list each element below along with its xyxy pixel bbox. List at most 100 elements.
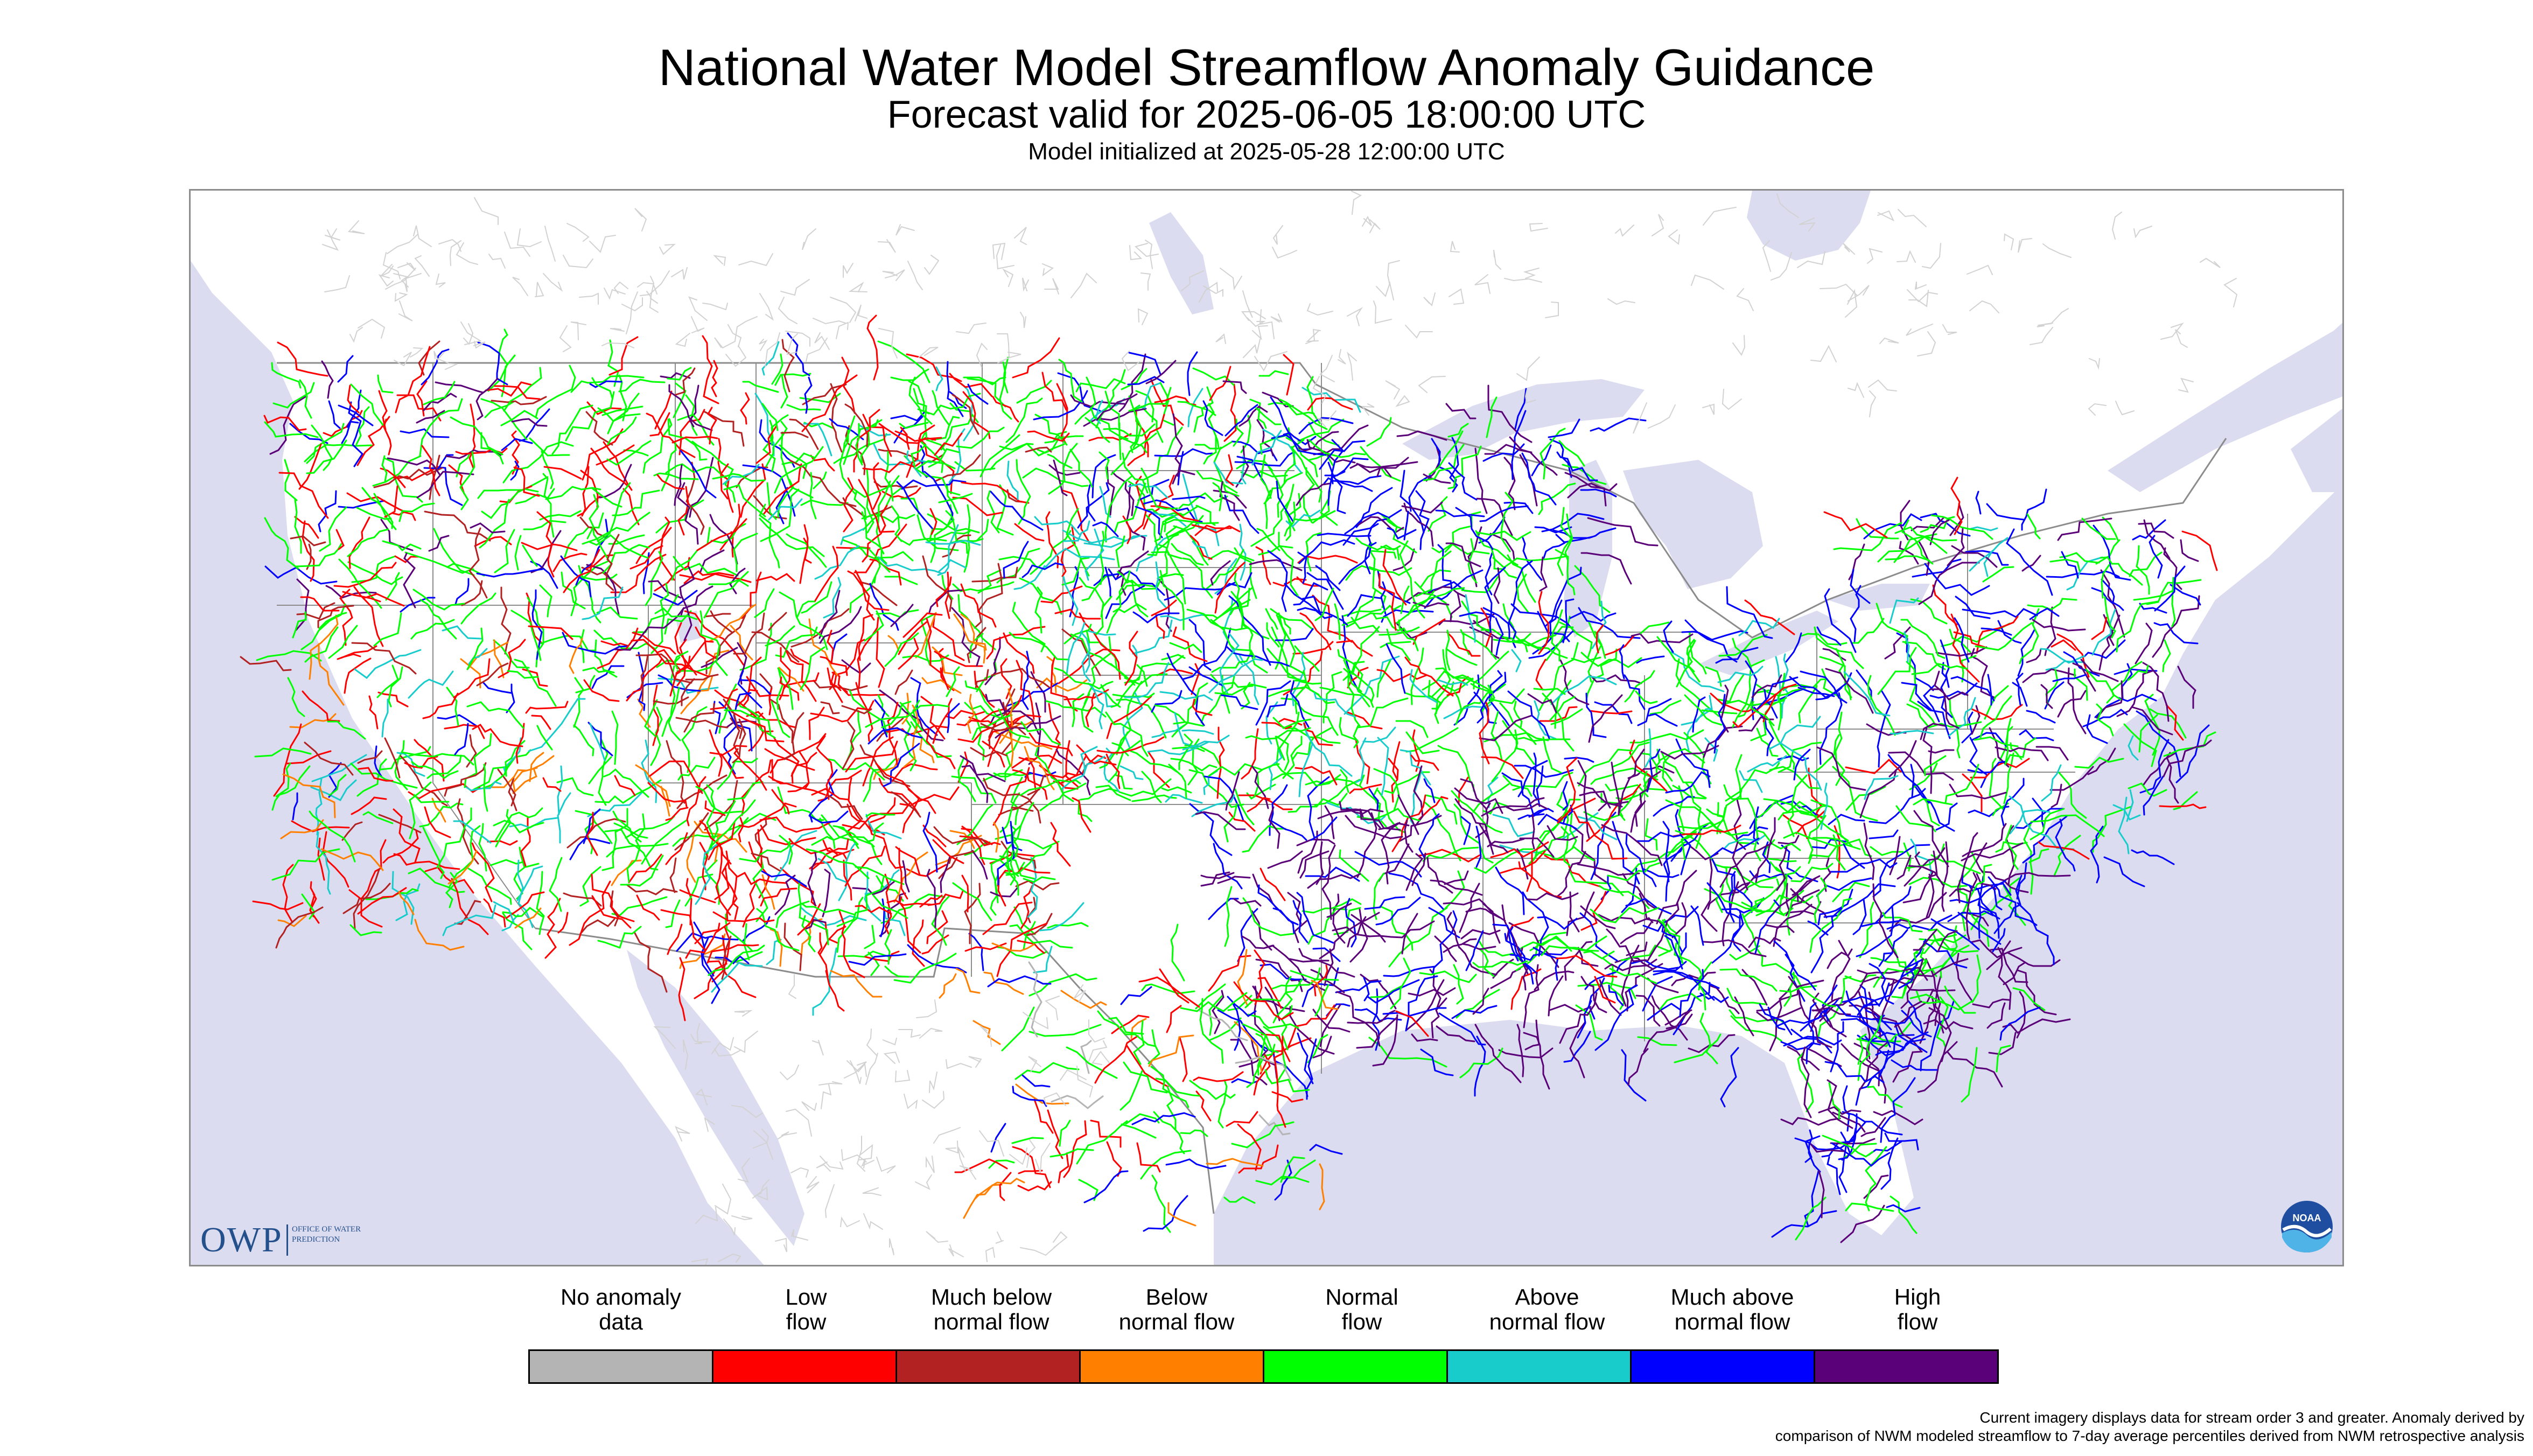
river-segment-no-data [957, 1146, 966, 1172]
river-segment [1747, 755, 1787, 773]
river-segment-no-data [718, 1253, 741, 1263]
river-segment [337, 355, 354, 383]
river-segment [993, 822, 999, 853]
river-segment [514, 907, 542, 929]
river-segment [454, 900, 481, 925]
river-segment [1351, 617, 1380, 633]
river-segment [1835, 711, 1845, 786]
river-segment [1935, 802, 1958, 831]
river-segment [1196, 470, 1240, 497]
river-segment [1911, 663, 1968, 675]
river-segment [1242, 825, 1286, 853]
river-segment [1022, 467, 1089, 487]
river-segment-no-data [1137, 308, 1149, 325]
methodology-footnote: Current imagery displays data for stream… [1775, 1409, 2524, 1445]
river-segment [830, 383, 843, 453]
river-segment [887, 635, 900, 652]
river-segment [1408, 474, 1431, 512]
river-segment [857, 617, 879, 689]
river-segment [790, 608, 850, 648]
river-segment-no-data [1070, 272, 1097, 298]
river-segment [1258, 1114, 1291, 1136]
river-segment [1410, 754, 1439, 771]
river-segment [952, 882, 992, 921]
river-segment-no-data [1524, 389, 1536, 404]
river-segment [1528, 630, 1574, 659]
river-segment-no-data [1405, 325, 1433, 339]
river-segment [1077, 482, 1110, 529]
river-segment [737, 670, 762, 709]
map-canvas [191, 191, 2342, 1265]
river-segment [849, 576, 876, 613]
river-segment [501, 914, 519, 932]
river-segment [817, 769, 862, 802]
river-segment [433, 528, 475, 576]
river-segment [1271, 1091, 1304, 1103]
river-segment [1590, 674, 1642, 684]
river-segment [1019, 885, 1033, 930]
river-segment [720, 461, 736, 503]
river-segment-no-data [1252, 325, 1268, 340]
river-segment [1923, 941, 1968, 969]
river-segment [1436, 870, 1465, 915]
river-segment [1120, 986, 1152, 1005]
river-segment [2072, 662, 2096, 692]
river-segment [1484, 444, 1533, 455]
river-segment-no-data [765, 332, 780, 367]
river-segment [2058, 772, 2087, 819]
river-segment [1869, 788, 1926, 824]
river-segment [1418, 813, 1440, 859]
river-segment [275, 906, 324, 949]
river-segment-no-data [907, 261, 923, 290]
river-segment-no-data [775, 1237, 787, 1252]
river-segment-no-data [785, 331, 810, 347]
river-segment [1255, 407, 1282, 425]
river-segment [1172, 413, 1183, 477]
river-segment [501, 354, 516, 397]
river-segment-no-data [634, 208, 647, 232]
river-segment [493, 820, 544, 834]
river-segment [1961, 1047, 1978, 1103]
river-segment [1957, 832, 1978, 904]
river-segment [1450, 592, 1461, 622]
legend-swatch-no-anomaly [528, 1349, 713, 1384]
river-segment [855, 905, 892, 915]
river-segment [2045, 669, 2059, 706]
river-segment [811, 833, 859, 846]
river-segment [1116, 573, 1184, 600]
river-segment [372, 455, 422, 487]
river-segment-no-data [894, 1070, 911, 1083]
river-segment [804, 376, 813, 414]
river-segment-no-data [1908, 290, 1929, 307]
river-segment [569, 837, 611, 860]
river-segment [1508, 922, 1559, 968]
river-segment [1187, 388, 1203, 428]
river-segment [650, 706, 663, 766]
river-segment [755, 573, 795, 582]
river-segment [842, 539, 891, 573]
river-segment [494, 807, 543, 842]
river-segment [1104, 566, 1111, 597]
river-segment [1431, 543, 1490, 555]
river-segment [1661, 751, 1707, 799]
river-segment-no-data [473, 341, 486, 349]
river-segment [1804, 1170, 1820, 1227]
river-segment [1000, 658, 1012, 699]
river-segment-no-data [2042, 243, 2072, 258]
river-segment [1004, 695, 1023, 734]
river-segment [1465, 594, 1476, 643]
river-segment [803, 423, 832, 457]
river-segment [1679, 969, 1704, 1018]
river-segment [814, 545, 860, 580]
river-segment [1531, 444, 1552, 477]
river-segment [531, 589, 543, 660]
river-segment [607, 416, 637, 445]
river-segment [1033, 1098, 1054, 1134]
river-segment [881, 487, 921, 499]
river-segment [946, 361, 964, 417]
streamflow-map[interactable] [189, 189, 2344, 1266]
river-segment [1979, 695, 2012, 738]
river-segment [1711, 914, 1741, 964]
river-segment [416, 471, 474, 499]
river-segment [1580, 552, 1632, 585]
